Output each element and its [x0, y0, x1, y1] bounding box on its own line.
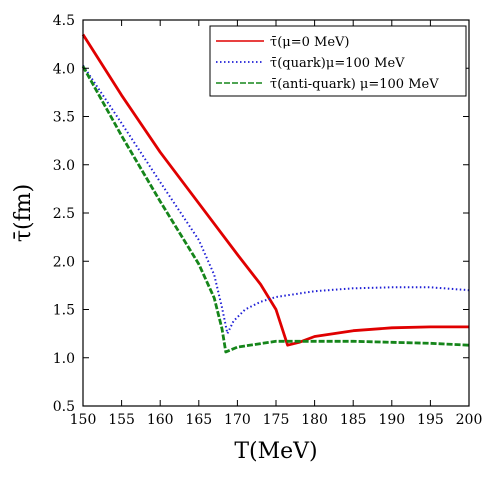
- plot-lines: [81, 33, 470, 354]
- x-tick-label: 150: [70, 412, 97, 428]
- x-tick-label: 195: [417, 412, 444, 428]
- y-tick-label: 3.5: [53, 110, 75, 126]
- x-tick-label: 160: [147, 412, 174, 428]
- x-tick-label: 190: [378, 412, 405, 428]
- y-tick-label: 1.0: [53, 351, 75, 367]
- y-tick-label: 0.5: [53, 399, 75, 415]
- x-tick-label: 180: [301, 412, 328, 428]
- y-tick-label: 1.5: [53, 303, 75, 319]
- y-axis-title: τ̄(fm): [11, 184, 36, 242]
- legend-label-2: τ̄(quark)μ=100 MeV: [270, 56, 405, 71]
- y-tick-label: 2.5: [53, 206, 75, 222]
- x-axis-title: T(MeV): [234, 439, 317, 464]
- legend: τ̄(μ=0 MeV) τ̄(quark)μ=100 MeV τ̄(anti-qua…: [209, 25, 467, 97]
- y-axis-ticks: 0.5 1.0 1.5 2.0 2.5 3.0 3.5 4.0 4.5: [53, 13, 469, 415]
- y-tick-label: 4.0: [53, 61, 75, 77]
- x-tick-label: 200: [456, 412, 483, 428]
- x-tick-label: 185: [340, 412, 367, 428]
- series-line-2: [82, 64, 470, 335]
- x-tick-label: 165: [185, 412, 212, 428]
- x-tick-label: 175: [263, 412, 290, 428]
- legend-label-1: τ̄(μ=0 MeV): [270, 35, 349, 50]
- y-tick-label: 3.0: [53, 158, 75, 174]
- x-tick-label: 170: [224, 412, 251, 428]
- series-line-3: [81, 65, 470, 354]
- x-axis-ticks: 150 155 160 165 170 175 180 185 190 195 200: [70, 20, 483, 428]
- y-tick-label: 4.5: [53, 13, 75, 29]
- x-tick-label: 155: [108, 412, 135, 428]
- series-line-1: [81, 33, 469, 347]
- legend-box: [209, 25, 467, 97]
- y-tick-label: 2.0: [53, 254, 75, 270]
- legend-label-3: τ̄(anti-quark) μ=100 MeV: [270, 77, 439, 92]
